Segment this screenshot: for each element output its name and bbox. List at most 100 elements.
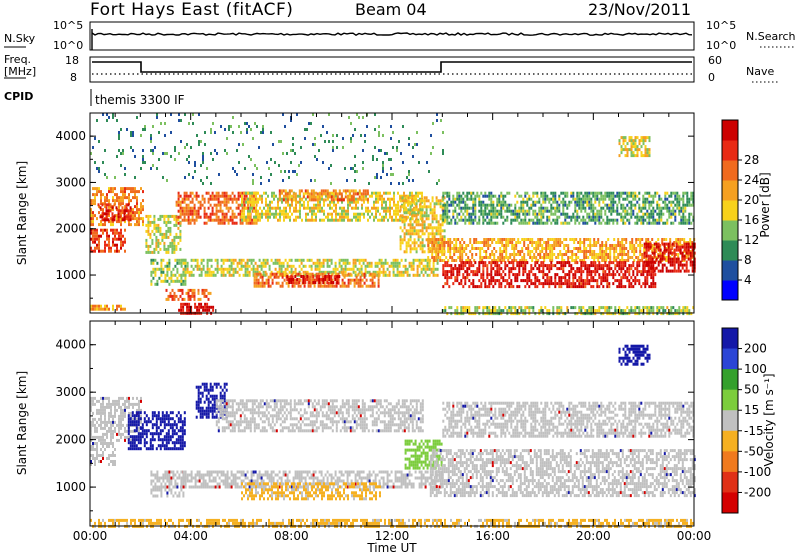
- power-cell: [651, 260, 654, 264]
- power-cell: [366, 261, 369, 265]
- power-cell: [453, 238, 456, 241]
- power-cell: [211, 218, 214, 222]
- power-cell: [341, 209, 343, 213]
- power-cell: [245, 218, 247, 222]
- power-cell: [687, 257, 690, 261]
- power-cell: [500, 206, 503, 210]
- power-cell: [661, 257, 664, 261]
- power-cell: [421, 194, 423, 198]
- power-cell: [654, 194, 657, 198]
- power-cell: [156, 279, 159, 283]
- power-cell: [459, 259, 462, 262]
- power-cell: [550, 267, 553, 271]
- power-cell: [543, 247, 546, 250]
- power-cell: [190, 258, 193, 262]
- power-cell: [417, 211, 420, 215]
- power-cell: [648, 218, 651, 222]
- power-cell: [563, 238, 566, 241]
- power-cell: [511, 238, 514, 241]
- power-cell: [314, 261, 317, 265]
- power-cell: [347, 272, 350, 276]
- power-cell: [557, 241, 560, 244]
- power-cell: [298, 270, 301, 274]
- power-cell: [683, 242, 686, 246]
- power-cell: [208, 258, 211, 262]
- power-cell: [306, 195, 309, 199]
- power-cell: [213, 212, 216, 216]
- power-cell: [441, 220, 444, 224]
- power-cell: [459, 244, 462, 247]
- power-cell: [180, 273, 183, 277]
- power-cell: [609, 250, 612, 253]
- power-cell: [362, 195, 365, 199]
- power-cell: [222, 273, 225, 277]
- power-cell: [383, 209, 385, 213]
- power-cell: [542, 264, 545, 268]
- power-cell: [235, 206, 238, 210]
- power-cell: [516, 200, 519, 204]
- power-cell: [607, 247, 610, 250]
- power-cell: [295, 218, 297, 222]
- power-cell: [460, 215, 463, 219]
- power-cell: [487, 247, 490, 250]
- power-cell: [324, 278, 327, 281]
- power-cell: [431, 196, 434, 200]
- power-cell: [348, 192, 351, 196]
- power-cell: [632, 209, 635, 213]
- power-cell: [630, 191, 633, 195]
- power-cell: [648, 194, 651, 198]
- power-cell: [475, 241, 478, 244]
- power-cell: [513, 238, 516, 241]
- power-cell: [265, 212, 267, 216]
- power-cell: [615, 256, 618, 259]
- power-cell: [552, 191, 555, 195]
- power-cell: [562, 209, 565, 213]
- power-cell: [613, 244, 616, 247]
- power-cell: [609, 244, 612, 247]
- power-cell: [470, 197, 473, 201]
- power-cell: [493, 256, 496, 259]
- power-cell: [481, 256, 484, 259]
- power-cell: [689, 238, 692, 241]
- power-cell: [497, 259, 500, 262]
- power-cell: [393, 197, 395, 201]
- power-cell: [331, 272, 334, 276]
- power-cell: [595, 241, 598, 244]
- power-cell: [319, 200, 321, 204]
- power-cell: [498, 282, 501, 286]
- power-cell: [196, 267, 199, 271]
- power-cell: [462, 273, 465, 277]
- power-cell: [465, 244, 468, 247]
- power-cell: [108, 199, 110, 203]
- power-cell: [247, 209, 249, 213]
- power-cell: [669, 244, 672, 247]
- power-cell: [576, 285, 579, 289]
- power-cell: [546, 276, 549, 280]
- power-cell: [132, 187, 134, 191]
- power-cell: [337, 200, 339, 204]
- power-cell: [564, 212, 567, 216]
- power-cell: [373, 275, 376, 279]
- power-cell: [524, 221, 527, 225]
- power-cell: [552, 218, 555, 222]
- power-cell: [460, 206, 463, 210]
- power-cell: [259, 281, 262, 285]
- power-cell: [651, 247, 654, 250]
- power-cell: [528, 273, 531, 277]
- power-cell: [526, 191, 529, 195]
- power-cell: [332, 267, 335, 271]
- power-cell: [413, 206, 415, 210]
- power-cell: [271, 200, 273, 204]
- power-cell: [163, 235, 166, 239]
- power-cell: [220, 264, 223, 268]
- power-cell: [112, 228, 114, 232]
- power-cell: [124, 220, 126, 224]
- power-cell: [663, 256, 666, 259]
- power-cell: [502, 221, 505, 225]
- power-cell: [351, 278, 354, 282]
- power-cell: [276, 261, 279, 265]
- power-cell: [434, 273, 437, 277]
- power-cell: [536, 212, 539, 216]
- power-cell: [618, 191, 621, 195]
- power-cell: [271, 212, 273, 216]
